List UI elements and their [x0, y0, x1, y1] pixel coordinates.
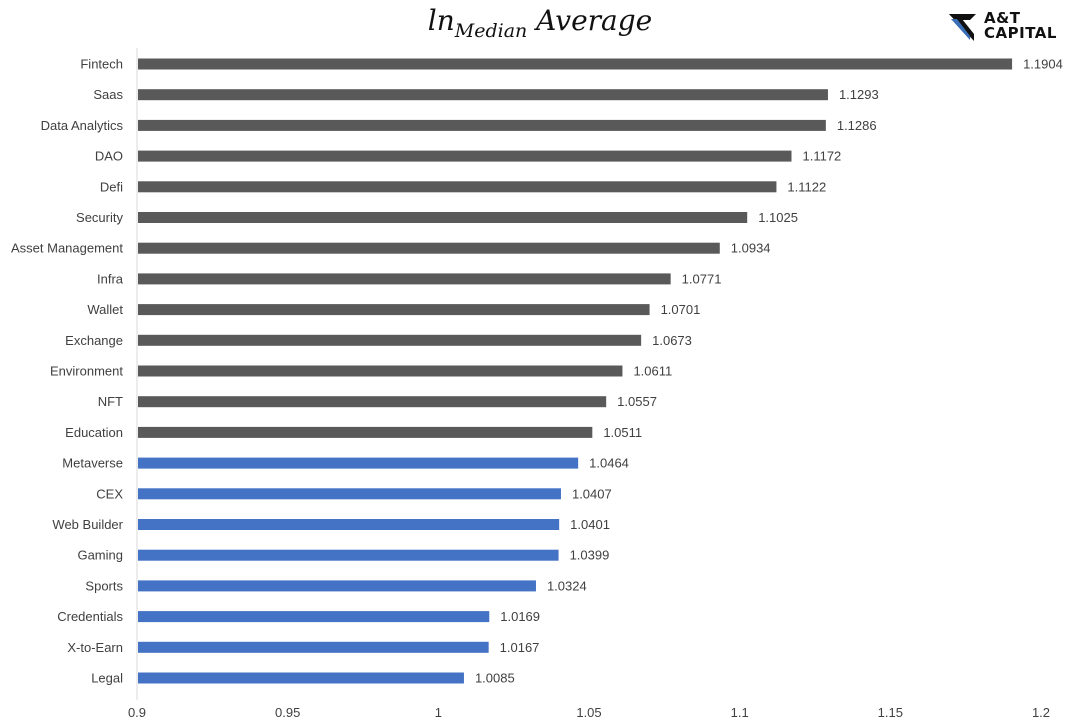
- category-label: Education: [65, 425, 123, 440]
- category-label: DAO: [95, 149, 123, 164]
- x-tick-label: 0.9: [128, 705, 146, 720]
- category-label: Environment: [50, 364, 123, 379]
- data-label: 1.0167: [500, 640, 540, 655]
- logo-line1: A&T: [984, 9, 1021, 27]
- bar: [138, 89, 828, 101]
- bar: [138, 304, 650, 316]
- data-label: 1.0701: [661, 302, 701, 317]
- category-label: Infra: [97, 271, 124, 286]
- bar: [138, 365, 623, 377]
- data-label: 1.1172: [802, 149, 841, 164]
- bar: [138, 549, 559, 561]
- logo-line2: CAPITAL: [984, 24, 1057, 42]
- bar: [138, 150, 792, 162]
- category-label: Legal: [91, 671, 123, 686]
- data-label: 1.0934: [731, 241, 771, 256]
- brand-logo: A&T CAPITAL: [946, 10, 1072, 44]
- category-label: Defi: [100, 179, 123, 194]
- data-label: 1.1025: [758, 210, 798, 225]
- data-label: 1.1293: [839, 87, 879, 102]
- category-label: X-to-Earn: [67, 640, 123, 655]
- x-tick-label: 1.15: [878, 705, 903, 720]
- category-label: Metaverse: [62, 456, 123, 471]
- x-tick-label: 1.05: [576, 705, 601, 720]
- bar: [138, 273, 671, 285]
- bar: [138, 426, 593, 438]
- category-label: Security: [76, 210, 123, 225]
- bar: [138, 519, 560, 530]
- logo-mark-icon: [949, 14, 976, 41]
- data-label: 1.1122: [787, 179, 826, 194]
- bar: [138, 396, 607, 408]
- data-label: 1.0085: [475, 671, 515, 686]
- data-label: 1.0324: [547, 578, 587, 593]
- category-label: NFT: [98, 394, 123, 409]
- category-label: Wallet: [87, 302, 123, 317]
- data-label: 1.1286: [837, 118, 877, 133]
- category-label: Web Builder: [52, 517, 123, 532]
- x-tick-label: 1: [435, 705, 442, 720]
- bar: [138, 119, 826, 131]
- bar: [138, 457, 579, 469]
- bar: [138, 212, 748, 223]
- data-label: 1.0673: [652, 333, 692, 348]
- data-label: 1.0557: [617, 394, 657, 409]
- data-label: 1.0399: [570, 548, 610, 563]
- bar: [138, 580, 536, 592]
- bar: [138, 611, 490, 623]
- bar: [138, 641, 489, 653]
- data-label: 1.0407: [572, 486, 612, 501]
- category-label: Fintech: [80, 57, 123, 72]
- x-tick-label: 0.95: [275, 705, 300, 720]
- data-label: 1.0511: [603, 425, 642, 440]
- data-label: 1.0401: [570, 517, 610, 532]
- bar: [138, 488, 561, 500]
- data-label: 1.0169: [500, 609, 540, 624]
- category-label: Credentials: [57, 609, 123, 624]
- bar: [138, 181, 777, 193]
- x-tick-label: 1.2: [1032, 705, 1050, 720]
- bar: [138, 242, 720, 254]
- bar: [138, 334, 642, 346]
- bar: [138, 58, 1013, 70]
- category-label: Asset Management: [11, 241, 123, 256]
- category-label: Sports: [85, 578, 123, 593]
- data-label: 1.0611: [633, 364, 672, 379]
- category-label: Saas: [93, 87, 123, 102]
- data-label: 1.0464: [589, 456, 629, 471]
- category-label: Data Analytics: [41, 118, 124, 133]
- x-tick-label: 1.1: [731, 705, 749, 720]
- bar: [138, 672, 464, 684]
- category-label: Exchange: [65, 333, 123, 348]
- category-label: CEX: [96, 486, 123, 501]
- data-label: 1.0771: [682, 271, 722, 286]
- category-label: Gaming: [77, 548, 123, 563]
- data-label: 1.1904: [1023, 57, 1063, 72]
